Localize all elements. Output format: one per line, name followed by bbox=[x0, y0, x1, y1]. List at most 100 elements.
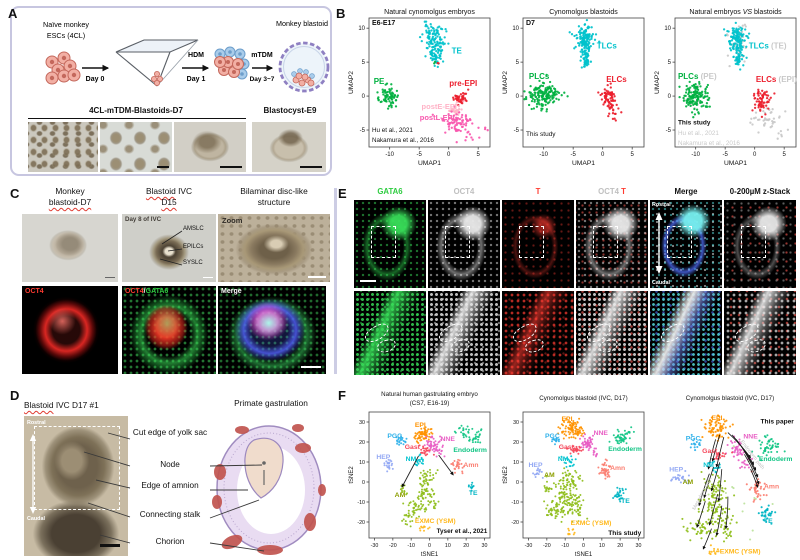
svg-text:tSNE1: tSNE1 bbox=[575, 552, 593, 558]
roi-box bbox=[371, 226, 396, 259]
svg-text:Hu et al., 2021: Hu et al., 2021 bbox=[372, 127, 413, 134]
svg-text:postE-EPI: postE-EPI bbox=[422, 102, 457, 111]
svg-text:5: 5 bbox=[631, 152, 635, 158]
svg-text:-20: -20 bbox=[389, 543, 397, 549]
svg-text:10: 10 bbox=[513, 460, 519, 466]
svg-text:Amn: Amn bbox=[764, 484, 779, 491]
svg-text:HEP: HEP bbox=[529, 462, 543, 469]
svg-text:-5: -5 bbox=[514, 128, 520, 134]
svg-text:0: 0 bbox=[516, 480, 519, 486]
svg-text:UMAP1: UMAP1 bbox=[724, 160, 747, 167]
esc-cell-cluster-icon bbox=[45, 51, 81, 85]
svg-text:-20: -20 bbox=[357, 520, 365, 526]
svg-text:30: 30 bbox=[359, 420, 365, 426]
svg-text:UMAP2: UMAP2 bbox=[502, 71, 509, 94]
svg-text:0: 0 bbox=[362, 94, 366, 100]
svg-text:10: 10 bbox=[445, 543, 451, 549]
svg-text:D7: D7 bbox=[526, 20, 535, 27]
svg-text:This study: This study bbox=[678, 120, 711, 127]
svg-text:This study: This study bbox=[526, 131, 556, 138]
svg-text:UMAP2: UMAP2 bbox=[348, 71, 355, 94]
svg-text:5: 5 bbox=[516, 60, 520, 66]
c-title-3: Bilaminar disc-like structure bbox=[218, 186, 330, 208]
svg-text:EXMC (YSM): EXMC (YSM) bbox=[571, 520, 612, 527]
svg-text:Gast: Gast bbox=[559, 444, 575, 451]
svg-text:-5: -5 bbox=[360, 128, 366, 134]
fluor-merge: Merge bbox=[218, 286, 326, 374]
e-gata6-whole bbox=[354, 200, 426, 288]
svg-text:AM: AM bbox=[395, 492, 406, 499]
day1-label: Day 1 bbox=[187, 76, 206, 83]
svg-text:Endoderm: Endoderm bbox=[608, 446, 642, 453]
svg-text:tSNE2: tSNE2 bbox=[349, 466, 355, 484]
dashed-outline bbox=[745, 337, 767, 354]
svg-text:AM: AM bbox=[544, 472, 555, 479]
blastoid-diagram-icon bbox=[278, 41, 330, 93]
roi-box bbox=[445, 226, 470, 259]
mtdm-label: mTDM bbox=[251, 52, 273, 59]
micrograph-blastoid-single bbox=[174, 122, 246, 172]
c-title-2-word2: IVC bbox=[175, 186, 193, 196]
oct4-gata6-label: OCT4/GATA6 bbox=[125, 288, 168, 295]
day0-label: Day 0 bbox=[86, 76, 105, 83]
svg-text:Amn: Amn bbox=[610, 465, 625, 472]
fluor-oct4-gata6: OCT4/GATA6 bbox=[122, 286, 216, 374]
micrograph-blastoids-field bbox=[28, 122, 98, 172]
svg-text:UMAP2: UMAP2 bbox=[654, 71, 661, 94]
d-photo-title: Blastoid IVC D17 #1 bbox=[24, 400, 99, 410]
e-oct4-zoom bbox=[428, 291, 500, 375]
svg-text:Nakamura et al., 2016: Nakamura et al., 2016 bbox=[678, 140, 740, 147]
panel-f-letter: F bbox=[338, 388, 346, 403]
d-label-chorion: Chorion bbox=[155, 537, 185, 546]
svg-text:Natural embryos VS blastoids: Natural embryos VS blastoids bbox=[689, 9, 782, 16]
tsne-natural-human-embryo: -30 -20 -10 0 10 20 30 -20 -10 0 10 20 30 tSNE1 tSNE2 E… bbox=[342, 388, 494, 560]
roi-box bbox=[519, 226, 544, 259]
caudal-label: Caudal bbox=[652, 280, 670, 286]
scale-bar bbox=[301, 365, 321, 368]
svg-text:(CS7, E16-19): (CS7, E16-19) bbox=[410, 400, 450, 407]
e-t-whole bbox=[502, 200, 574, 288]
svg-text:10: 10 bbox=[664, 26, 671, 32]
e-zstack-zoom bbox=[724, 291, 796, 375]
umap-cynomolgus-blastoids: -10 -5 0 5 -5 0 5 10 UMAP1 UMAP2 TLCs PLCs ELCs D7 Thi… bbox=[496, 4, 648, 174]
zoom-overlay: Zoom bbox=[222, 216, 243, 225]
svg-text:NM: NM bbox=[703, 462, 714, 469]
dashed-outline bbox=[597, 337, 619, 354]
svg-text:20: 20 bbox=[617, 543, 623, 549]
svg-text:Cynomolgus blastoid (IVC, D17): Cynomolgus blastoid (IVC, D17) bbox=[539, 395, 627, 402]
svg-text:NM: NM bbox=[558, 456, 569, 463]
node-dot bbox=[262, 461, 266, 465]
e-col-oct4-label: OCT4 bbox=[453, 187, 475, 196]
svg-text:0: 0 bbox=[753, 152, 757, 158]
d-label-node: Node bbox=[160, 460, 180, 469]
aggregate-icon bbox=[214, 46, 250, 80]
d-title-rest: IVC D17 #1 bbox=[53, 400, 99, 410]
svg-text:This paper: This paper bbox=[761, 418, 795, 425]
e-grid: GATA6 OCT4 T OCT4 T Merge 0-200µM z-Stac… bbox=[354, 186, 796, 375]
dashed-outline bbox=[449, 337, 471, 354]
svg-text:NNE: NNE bbox=[594, 430, 609, 437]
hdm-label: HDM bbox=[188, 52, 204, 59]
strip-title-right: Blastocyst-E9 bbox=[263, 106, 317, 115]
svg-text:Endoderm: Endoderm bbox=[759, 456, 793, 463]
rostral-label: Rostral bbox=[27, 420, 46, 426]
oct4-label: OCT4 bbox=[25, 288, 44, 295]
svg-text:0: 0 bbox=[601, 152, 605, 158]
svg-text:Tyser et al., 2021: Tyser et al., 2021 bbox=[437, 528, 488, 535]
oct4-part: OCT4 bbox=[598, 187, 622, 196]
e-gata6-zoom bbox=[354, 291, 426, 375]
scale-bar bbox=[100, 544, 120, 547]
c-title-3-line2: structure bbox=[257, 197, 291, 207]
svg-text:-10: -10 bbox=[691, 152, 700, 158]
brightfield-blastoid-ivc-d15: Day 8 of IVC AMSLC EPILCs SYSLC bbox=[122, 214, 216, 282]
scale-bar bbox=[308, 276, 326, 278]
svg-text:PLCs (PE): PLCs (PE) bbox=[678, 72, 717, 81]
micrograph-blastocyst-e9 bbox=[252, 122, 326, 172]
panel-d: Blastoid IVC D17 #1 Primate gastrulation… bbox=[8, 386, 334, 560]
svg-text:10: 10 bbox=[512, 26, 519, 32]
svg-text:TLCs: TLCs bbox=[597, 42, 618, 51]
svg-text:-30: -30 bbox=[371, 543, 379, 549]
svg-text:20: 20 bbox=[463, 543, 469, 549]
d-label-edge-amnion: Edge of amnion bbox=[141, 481, 199, 490]
dashed-outline bbox=[523, 337, 545, 354]
